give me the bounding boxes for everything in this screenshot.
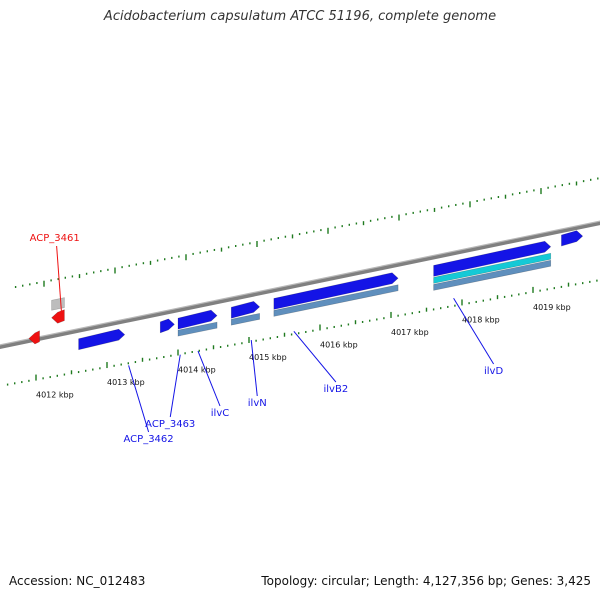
tick-label: 4017 kbp bbox=[391, 328, 429, 337]
forward-gene-arrow[interactable] bbox=[230, 300, 261, 319]
gene-label[interactable]: ACP_3463 bbox=[145, 419, 195, 430]
axis-layer bbox=[0, 220, 600, 349]
forward-gene-arrow[interactable] bbox=[78, 328, 126, 351]
map-title: Acidobacterium capsulatum ATCC 51196, co… bbox=[103, 9, 497, 24]
cds-feature-bar[interactable] bbox=[273, 284, 399, 317]
tick-label: 4015 kbp bbox=[249, 353, 287, 362]
gene-label[interactable]: ACP_3461 bbox=[30, 233, 80, 244]
gene-label-leader bbox=[250, 340, 258, 397]
forward-gene-arrow[interactable] bbox=[561, 230, 584, 247]
tick-label: 4016 kbp bbox=[320, 340, 358, 349]
reverse-gene-arrow[interactable] bbox=[51, 309, 65, 324]
rna-feature-bar[interactable] bbox=[433, 252, 552, 284]
forward-gene-arrow[interactable] bbox=[273, 272, 399, 310]
forward-gene-arrow[interactable] bbox=[159, 318, 175, 334]
tick-label: 4019 kbp bbox=[533, 303, 571, 312]
genome-summary-text: Topology: circular; Length: 4,127,356 bp… bbox=[261, 574, 591, 588]
cds-feature-bar[interactable] bbox=[177, 321, 218, 337]
gene-label[interactable]: ilvC bbox=[211, 408, 229, 419]
tick-label: 4013 kbp bbox=[107, 378, 145, 387]
gene-label[interactable]: ACP_3462 bbox=[124, 434, 174, 445]
pseudo-gene-bar[interactable] bbox=[51, 297, 65, 311]
backbone-highlight bbox=[0, 220, 600, 346]
gene-label-leader bbox=[293, 330, 337, 383]
tick-label: 4014 kbp bbox=[178, 366, 216, 375]
label-layer: 4012 kbp 4013 kbp 4014 kbp 4015 kbp 4016 kbp… bbox=[30, 233, 571, 445]
gene-layer bbox=[28, 230, 584, 351]
cds-feature-bar[interactable] bbox=[230, 312, 260, 326]
gene-label[interactable]: ilvD bbox=[484, 366, 503, 377]
gene-label-leader bbox=[169, 354, 181, 418]
cds-feature-bar[interactable] bbox=[433, 259, 552, 291]
gene-label-leader bbox=[56, 245, 63, 315]
forward-gene-arrow[interactable] bbox=[177, 309, 218, 330]
accession-text: Accession: NC_012483 bbox=[9, 574, 146, 588]
gene-label-leader bbox=[197, 350, 221, 407]
tick-label: 4012 kbp bbox=[36, 391, 74, 400]
gene-label-leader bbox=[128, 365, 150, 433]
tick-layer bbox=[6, 177, 599, 386]
tick-label: 4018 kbp bbox=[462, 315, 500, 324]
gene-label[interactable]: ilvN bbox=[248, 398, 267, 409]
backbone-line bbox=[0, 221, 600, 349]
reverse-gene-arrow[interactable] bbox=[28, 330, 40, 345]
gene-label-leader bbox=[453, 298, 495, 365]
gene-label[interactable]: ilvB2 bbox=[323, 384, 348, 395]
forward-gene-arrow[interactable] bbox=[433, 240, 552, 277]
